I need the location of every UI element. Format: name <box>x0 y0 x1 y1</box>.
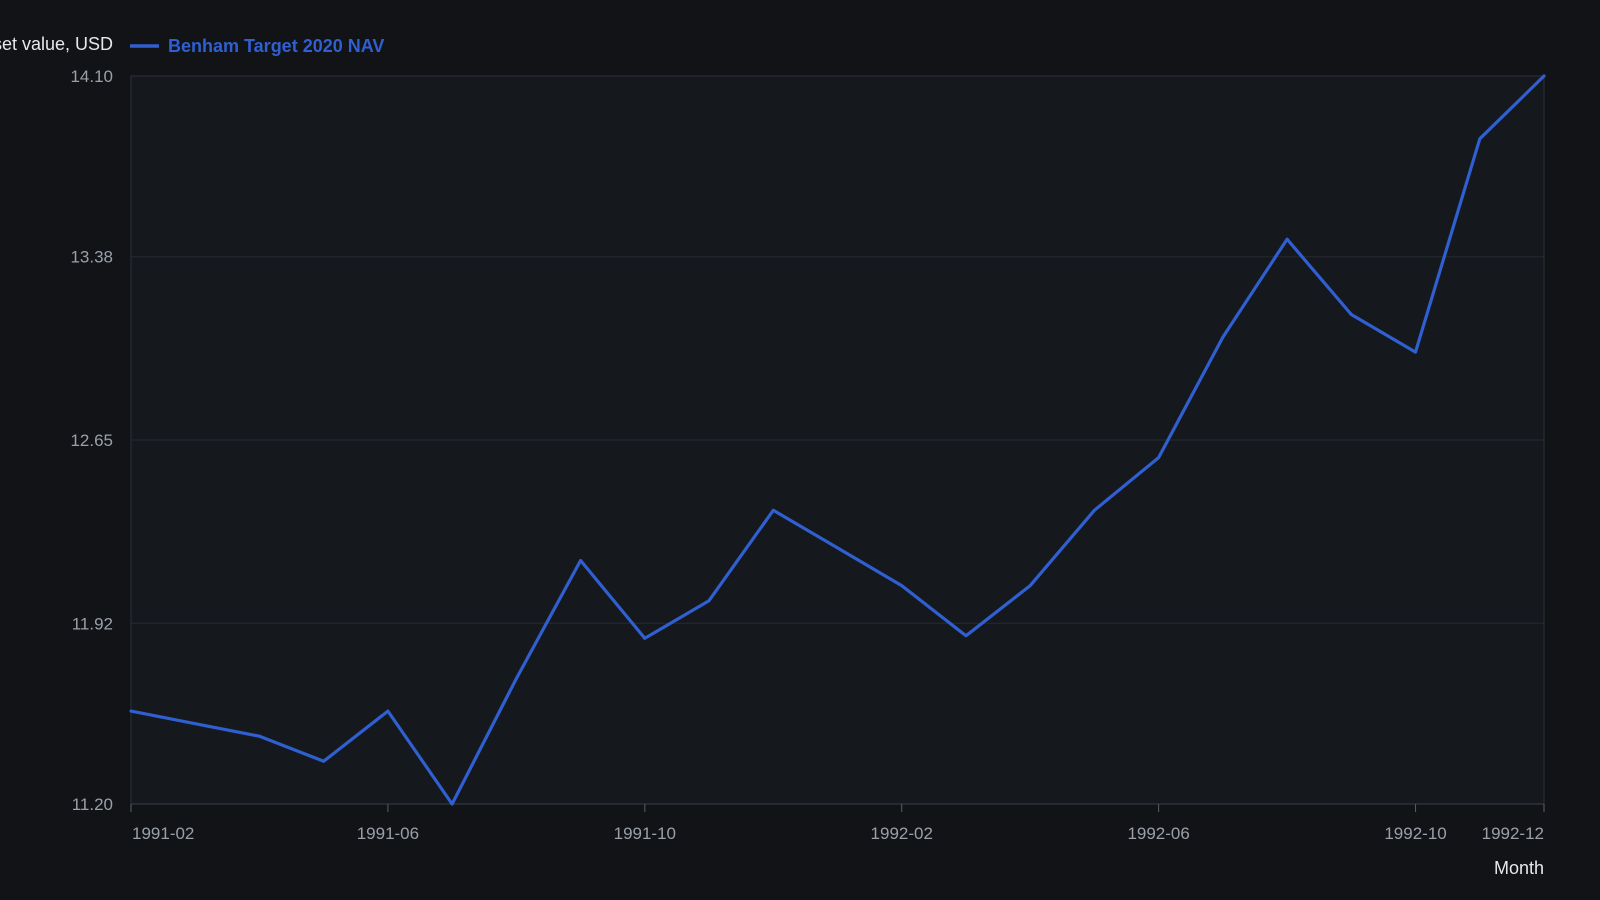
x-tick-label: 1992-02 <box>871 824 933 843</box>
y-axis-ticks: 11.20 11.92 12.65 13.38 14.10 <box>70 67 113 814</box>
x-tick-label: 1992-12 <box>1482 824 1544 843</box>
y-axis-title: Net asset value, USD <box>0 34 113 54</box>
x-axis-title: Month <box>1494 858 1544 878</box>
y-tick-label: 13.38 <box>70 248 113 267</box>
y-tick-label: 11.20 <box>72 795 113 814</box>
y-tick-label: 12.65 <box>70 431 113 450</box>
x-tick-label: 1991-10 <box>614 824 676 843</box>
x-tick-label: 1992-06 <box>1127 824 1189 843</box>
legend: Benham Target 2020 NAV <box>130 36 384 56</box>
axes <box>130 75 1545 805</box>
x-tick-label: 1991-06 <box>357 824 419 843</box>
legend-label: Benham Target 2020 NAV <box>168 36 384 56</box>
x-axis-ticks: 1991-02 1991-06 1991-10 1992-02 1992-06 1992-… <box>130 804 1545 843</box>
y-tick-label: 14.10 <box>70 67 113 86</box>
x-tick-label: 1991-02 <box>132 824 194 843</box>
y-tick-label: 11.92 <box>72 614 113 633</box>
x-tick-label: 1992-10 <box>1384 824 1446 843</box>
series-line-benham-target-2020 <box>129 74 1546 806</box>
